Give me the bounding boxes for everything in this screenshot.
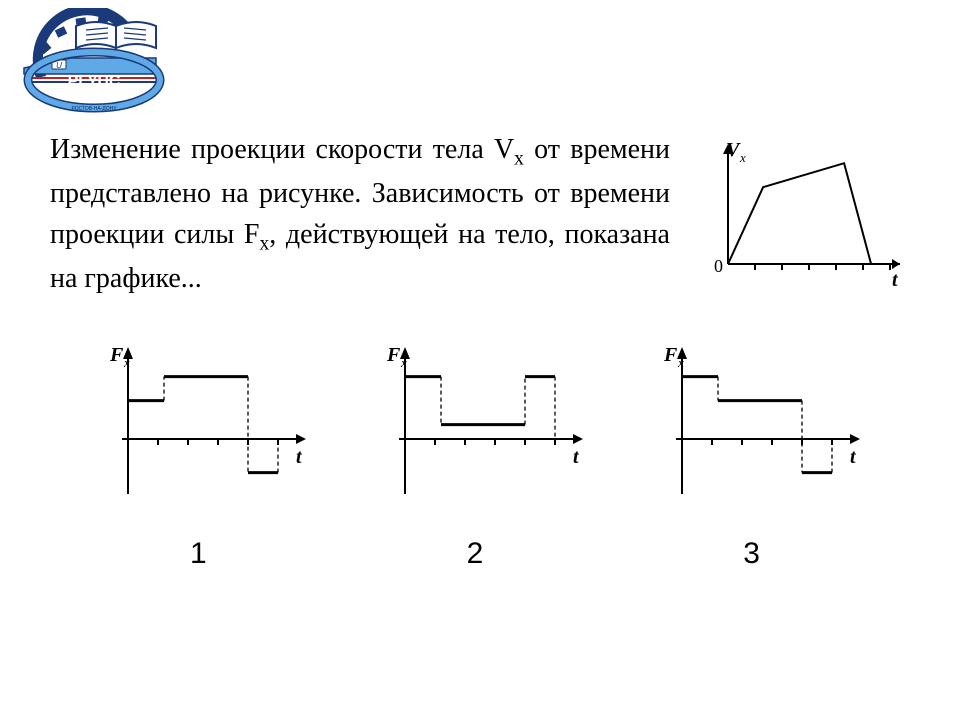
svg-text:t: t: [850, 446, 857, 468]
svg-text:U: U: [56, 61, 62, 70]
svg-text:x: x: [123, 355, 130, 370]
option-1: Fx t 1: [88, 339, 308, 571]
problem-row: Изменение проекции скорости тела Vx от в…: [50, 130, 900, 299]
option-3: Fx t 3: [642, 339, 862, 571]
svg-text:0: 0: [714, 256, 723, 276]
svg-text:V: V: [726, 139, 741, 161]
logo-text: РГУПС: [68, 73, 121, 90]
option-label-3: 3: [743, 537, 760, 571]
option-label-2: 2: [467, 537, 484, 571]
force-graph-2: Fx t: [365, 339, 585, 519]
logo-subtext: РОСТОВ-НА-ДОНУ: [72, 106, 118, 112]
velocity-graph: 0 Vx t: [690, 134, 900, 294]
svg-text:x: x: [400, 355, 407, 370]
problem-text-1: Изменение проекции скорости тела V: [50, 134, 514, 165]
book-icon: [76, 22, 156, 48]
force-graph-3: Fx t: [642, 339, 862, 519]
force-graph-1: Fx t: [88, 339, 308, 519]
svg-text:t: t: [573, 446, 580, 468]
option-2: Fx t 2: [365, 339, 585, 571]
options-row: Fx t 1 Fx t 2 Fx t 3: [50, 339, 900, 571]
svg-text:x: x: [677, 355, 684, 370]
option-label-1: 1: [190, 537, 207, 571]
svg-text:x: x: [739, 150, 746, 165]
svg-text:F: F: [109, 344, 124, 366]
svg-text:F: F: [386, 344, 401, 366]
svg-text:t: t: [892, 269, 899, 291]
problem-sub-2: x: [259, 233, 269, 254]
problem-sub-1: x: [514, 149, 524, 170]
university-logo: U РГУПС РОСТОВ-НА-ДОНУ: [16, 8, 176, 118]
svg-text:t: t: [296, 446, 303, 468]
content-area: Изменение проекции скорости тела Vx от в…: [50, 130, 900, 571]
svg-text:F: F: [663, 344, 678, 366]
problem-text: Изменение проекции скорости тела Vx от в…: [50, 130, 670, 299]
